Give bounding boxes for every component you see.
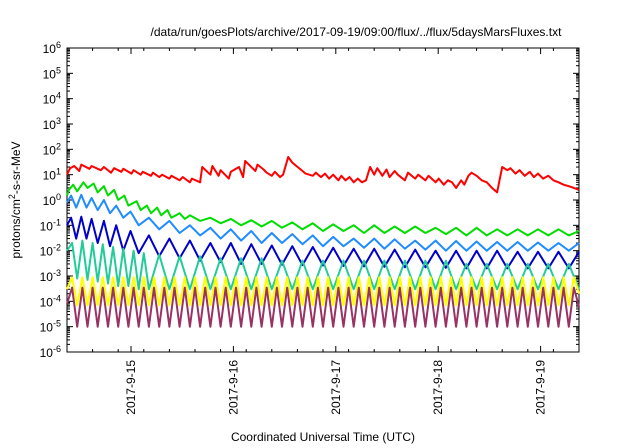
series-line-2 — [66, 181, 580, 237]
y-tick-label: 104 — [43, 91, 61, 107]
y-tick-label: 101 — [43, 167, 61, 183]
x-axis-label: Coordinated Universal Time (UTC) — [231, 430, 415, 444]
y-axis-label: protons/cm2-s-sr-MeV — [7, 141, 23, 258]
series-group — [66, 156, 580, 328]
plot-frame — [66, 47, 580, 353]
y-axis-label-sup: 2 — [7, 194, 17, 199]
x-tick-label: 2017-9-19 — [534, 360, 548, 415]
y-tick-label: 10-2 — [40, 243, 61, 259]
y-tick-label: 100 — [43, 192, 61, 208]
y-tick-label: 10-1 — [40, 217, 61, 233]
y-tick-label: 10-3 — [40, 268, 61, 284]
series-line-1 — [66, 156, 580, 194]
series-line-5 — [66, 239, 580, 291]
y-axis-label-pre: protons/cm — [9, 199, 23, 258]
x-axis: 2017-9-15 2017-9-16 2017-9-17 2017-9-18 2017… — [66, 48, 580, 415]
series-line-3 — [66, 193, 580, 252]
y-tick-label: 10-6 — [40, 344, 61, 360]
y-tick-label: 105 — [43, 65, 61, 81]
y-tick-label: 106 — [43, 40, 61, 56]
chart-title: /data/run/goesPlots/archive/2017-09-19/0… — [151, 25, 563, 39]
y-axis: 10-6 10-5 10-4 10-3 10-2 10-1 100 101 102 103 104 1… — [40, 40, 579, 360]
y-tick-label: 10-5 — [40, 319, 61, 335]
x-tick-label: 2017-9-15 — [124, 360, 138, 415]
y-tick-label: 10-4 — [40, 293, 61, 309]
x-tick-label: 2017-9-18 — [431, 360, 445, 415]
y-axis-label-post: -s-sr-MeV — [9, 141, 23, 194]
y-tick-label: 102 — [43, 141, 61, 157]
series-line-6 — [66, 276, 580, 307]
y-tick-label: 103 — [43, 116, 61, 132]
x-tick-label: 2017-9-16 — [226, 360, 240, 415]
x-tick-label: 2017-9-17 — [329, 360, 343, 415]
series-line-7 — [66, 286, 580, 328]
